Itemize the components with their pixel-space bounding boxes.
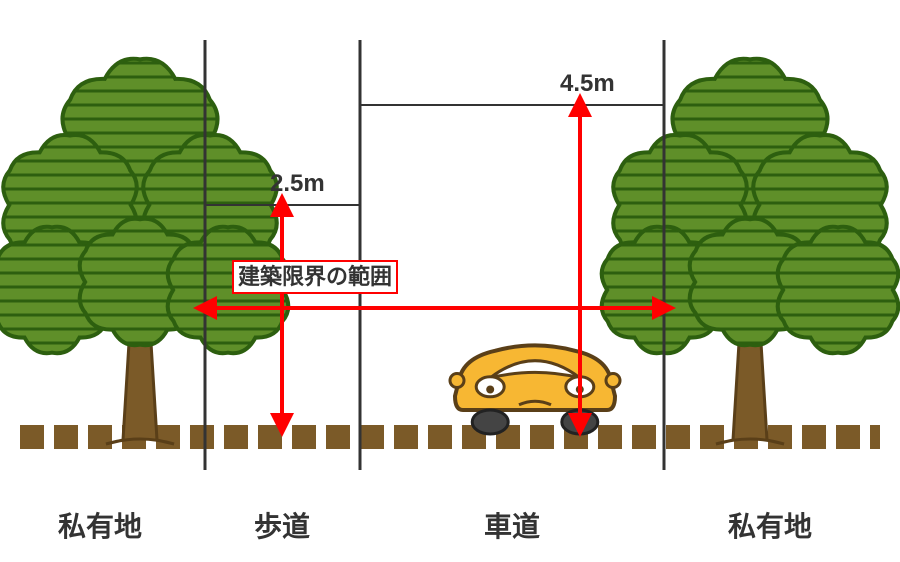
clearance-limit-box: 建築限界の範囲: [232, 260, 398, 294]
dimension-label-road: 4.5m: [560, 70, 615, 98]
zone-label-sidewalk: 歩道: [222, 505, 342, 545]
car-icon: [450, 345, 620, 434]
diagram-svg: [0, 0, 900, 562]
dimension-label-sidewalk: 2.5m: [270, 170, 325, 198]
zone-label-private-right: 私有地: [710, 505, 830, 545]
zone-label-private-left: 私有地: [40, 505, 160, 545]
zone-label-road: 車道: [452, 505, 572, 545]
tree-icon: [602, 59, 899, 444]
tree-icon: [0, 59, 288, 444]
diagram-stage: 私有地 歩道 車道 私有地 2.5m 4.5m 建築限界の範囲: [0, 0, 900, 562]
